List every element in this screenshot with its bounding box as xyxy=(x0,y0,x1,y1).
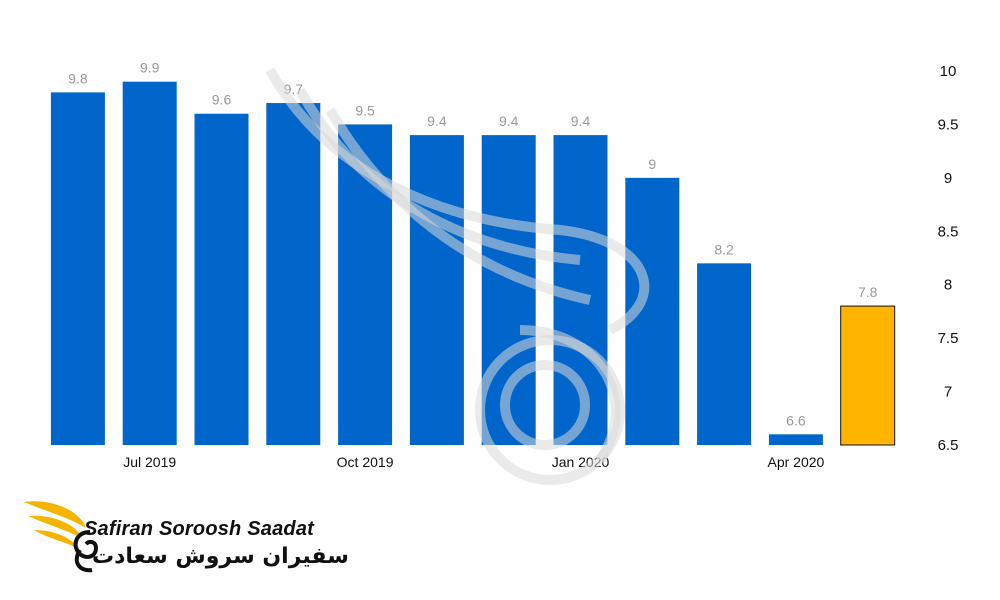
bar-may-2020[interactable] xyxy=(840,305,896,446)
value-label: 9.4 xyxy=(499,113,519,129)
bar-feb-2020[interactable] xyxy=(625,177,680,445)
brand-logo: Safiran Soroosh Saadat سفیران سروش سعادت xyxy=(20,488,349,588)
bar-dec-2019[interactable] xyxy=(481,135,536,445)
value-label: 9.4 xyxy=(427,113,447,129)
y-tick-label: 9.5 xyxy=(938,116,959,133)
x-tick-label: Apr 2020 xyxy=(767,454,824,470)
bar-jul-2019[interactable] xyxy=(122,81,177,445)
value-label: 9.9 xyxy=(140,60,160,76)
bar-nov-2019[interactable] xyxy=(409,135,464,445)
value-label: 6.6 xyxy=(786,412,806,428)
y-tick-label: 10 xyxy=(940,63,957,80)
bar-mar-2020[interactable] xyxy=(697,263,752,445)
bar-aug-2019[interactable] xyxy=(194,113,249,445)
bar-jun-2019[interactable] xyxy=(50,92,105,445)
value-label: 9.8 xyxy=(68,70,88,86)
x-tick-label: Oct 2019 xyxy=(337,454,394,470)
value-label: 9 xyxy=(648,156,656,172)
wing-logo-icon xyxy=(24,501,99,573)
x-axis-ticks: Jul 2019 Oct 2019 Jan 2020 Apr 2020 xyxy=(123,454,824,470)
y-tick-label: 8 xyxy=(944,277,952,294)
x-tick-label: Jul 2019 xyxy=(123,454,176,470)
value-label: 7.8 xyxy=(858,284,878,300)
value-label: 9.4 xyxy=(571,113,591,129)
value-label-group: 9.8 9.9 9.6 9.7 9.5 9.4 9.4 9.4 9 8.2 6.6 7.8 xyxy=(68,60,877,429)
bar-sep-2019[interactable] xyxy=(266,103,321,446)
bar-jan-2020[interactable] xyxy=(553,135,608,445)
value-label: 9.7 xyxy=(284,81,304,97)
y-tick-label: 7 xyxy=(944,384,952,401)
y-tick-label: 6.5 xyxy=(938,437,959,454)
x-tick-label: Jan 2020 xyxy=(552,454,610,470)
bar-group xyxy=(50,81,896,446)
bar-oct-2019[interactable] xyxy=(338,124,393,445)
brand-name-en: Safiran Soroosh Saadat xyxy=(84,518,315,540)
brand-name-fa: سفیران سروش سعادت xyxy=(92,544,349,569)
bar-apr-2020[interactable] xyxy=(768,434,823,445)
value-label: 8.2 xyxy=(714,241,734,257)
y-tick-label: 7.5 xyxy=(938,330,959,347)
value-label: 9.5 xyxy=(355,102,375,118)
y-tick-label: 8.5 xyxy=(938,223,959,240)
y-tick-label: 9 xyxy=(944,170,952,187)
value-label: 9.6 xyxy=(212,92,232,108)
y-axis-ticks: 10 9.5 9 8.5 8 7.5 7 6.5 xyxy=(938,63,959,454)
